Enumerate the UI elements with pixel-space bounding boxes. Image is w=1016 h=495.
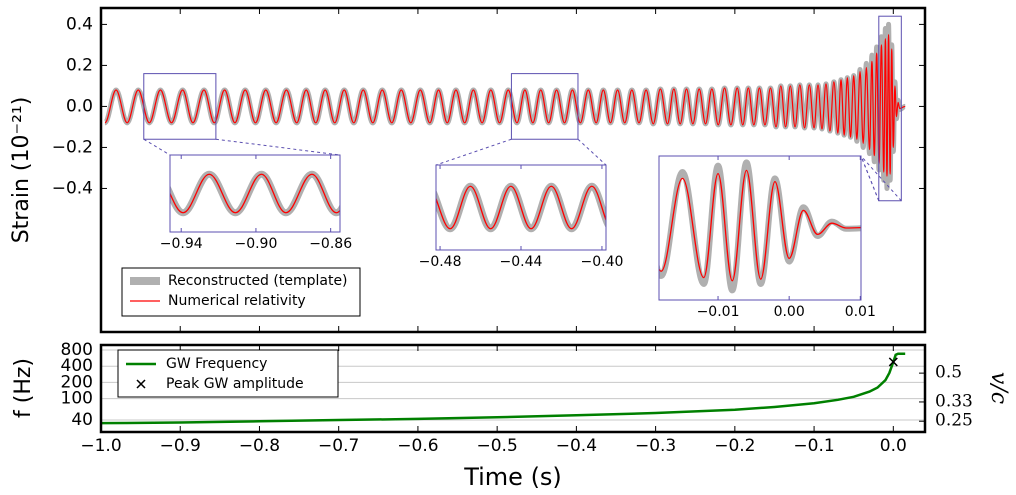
legend-label: Numerical relativity [168,293,306,309]
x-tick-label: −0.4 [556,436,597,456]
legend-label: GW Frequency [166,356,267,372]
inset-tick-label: 0.00 [774,304,805,320]
zoom-connector [215,138,341,156]
legend-box [121,267,361,317]
inset-frame [658,155,862,301]
x-tick-label: −0.2 [714,436,755,456]
legend-swatch [136,379,146,389]
inset-tick-label: −0.01 [697,304,740,320]
x-tick-label: −0.5 [477,436,518,456]
y-tick-label: −0.4 [52,178,93,198]
zoom-region [143,73,217,140]
inset-tick-label: −0.90 [234,236,277,252]
y-tick-label: −0.2 [52,137,93,157]
zoom-connector [860,155,902,202]
y-tick-label: 400 [61,356,93,376]
y-tick-label: 0.2 [66,55,93,75]
x-tick-label: −0.7 [318,436,359,456]
y-tick-label: 0.0 [66,96,93,116]
inset-tick-label: −0.40 [580,254,623,270]
y-axis-label: Strain (10⁻²¹) [9,97,34,244]
y-tick-label: 100 [61,389,93,409]
x-tick-label: −0.3 [635,436,676,456]
zoom-connector [435,138,512,166]
peak-marker [888,357,898,367]
y2-tick-label: 0.25 [935,411,973,431]
inset-tick-label: −0.94 [160,236,203,252]
inset-tick-label: −0.48 [419,254,462,270]
y-tick-label: 200 [61,372,93,392]
legend-label: Reconstructed (template) [168,273,348,289]
legend-box [117,349,339,398]
y-tick-label: 40 [71,410,93,430]
x-tick-label: −0.9 [160,436,201,456]
frequency-line [101,352,906,425]
x-tick-label: −0.1 [793,436,834,456]
panel-frame [99,6,927,334]
x-tick-label: −0.6 [397,436,438,456]
zoom-connector [860,155,880,201]
inset-frame [169,154,341,233]
strain-plot [102,21,906,191]
strain-line [104,34,906,177]
y2-tick-label: 0.33 [935,391,973,411]
zoom-connector [143,138,171,156]
panel-frame [99,343,927,434]
zoom-region [878,15,902,202]
frequency-plot [101,352,906,425]
legend-label: Peak GW amplitude [166,376,304,392]
y2-axis-label: v/c [986,372,1011,404]
x-tick-label: −1.0 [80,436,121,456]
y-tick-label: 0.4 [66,14,93,34]
zoom-region [510,73,579,140]
y-axis-label: f (Hz) [11,358,36,418]
x-axis-label: Time (s) [463,463,562,491]
inset-tick-label: −0.86 [309,236,352,252]
y-tick-label: 800 [61,340,93,360]
inset-tick-label: −0.44 [500,254,543,270]
x-tick-label: 0.0 [880,436,907,456]
x-tick-label: −0.8 [239,436,280,456]
inset-tick-label: 0.01 [845,304,876,320]
zoom-connector [577,138,607,166]
y2-tick-label: 0.5 [935,363,962,383]
